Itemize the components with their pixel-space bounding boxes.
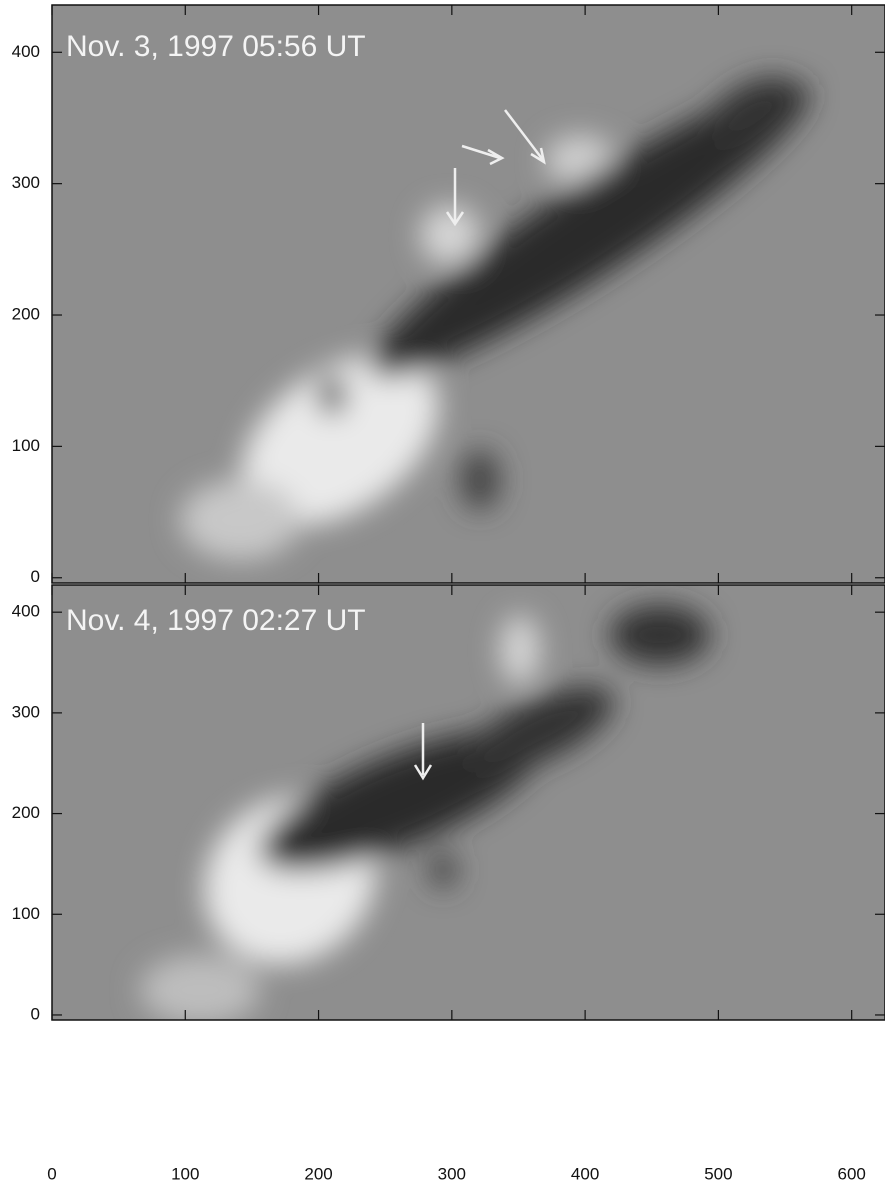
panel-frame [51, 4, 885, 584]
x-tick-label: 600 [837, 1164, 865, 1183]
panel-title: Nov. 4, 1997 02:27 UT [66, 604, 366, 637]
y-tick-label: 300 [12, 173, 40, 192]
x-tick-label: 300 [438, 1164, 466, 1183]
magnetogram [52, 585, 885, 1020]
y-tick-label: 200 [12, 803, 40, 822]
y-tick-label: 400 [12, 602, 40, 621]
y-tick-label: 0 [31, 1004, 40, 1023]
x-tick-label: 400 [571, 1164, 599, 1183]
y-tick-label: 300 [12, 702, 40, 721]
panel-title: Nov. 3, 1997 05:56 UT [66, 30, 366, 63]
y-tick-label: 100 [12, 436, 40, 455]
y-tick-label: 0 [31, 567, 40, 586]
x-tick-label: 200 [304, 1164, 332, 1183]
magnetogram [52, 5, 885, 583]
x-tick-label: 100 [171, 1164, 199, 1183]
y-tick-label: 200 [12, 305, 40, 324]
panel-frame [51, 584, 885, 1021]
y-tick-label: 100 [12, 904, 40, 923]
x-tick-label: 500 [704, 1164, 732, 1183]
x-tick-label: 0 [47, 1164, 56, 1183]
y-tick-label: 400 [12, 42, 40, 61]
